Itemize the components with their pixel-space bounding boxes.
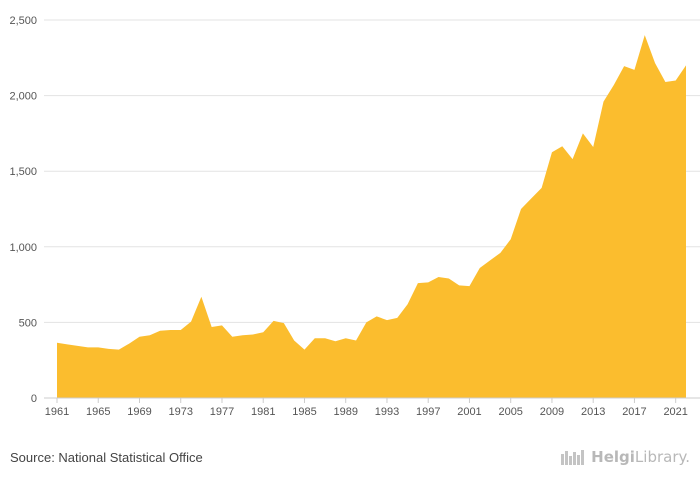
- data-point-1963: [76, 344, 79, 347]
- data-point-2015: [612, 84, 615, 87]
- data-point-2005: [509, 238, 512, 241]
- data-point-1987: [324, 337, 327, 340]
- data-point-1979: [241, 334, 244, 337]
- x-tick-label: 1965: [86, 406, 110, 418]
- data-point-2001: [468, 285, 471, 288]
- data-point-1965: [97, 346, 100, 349]
- area-chart: 0 500 1,000 1,500 2,000 2,500 1961 1965 1969 1973…: [9, 15, 700, 418]
- x-tick-label: 1969: [127, 406, 151, 418]
- data-point-2017: [633, 68, 636, 71]
- data-point-1973: [179, 328, 182, 331]
- y-tick-label: 2,500: [9, 15, 37, 27]
- data-point-1985: [303, 348, 306, 351]
- data-point-2013: [592, 146, 595, 149]
- data-point-2022: [685, 64, 688, 67]
- x-tick-label: 2001: [457, 406, 481, 418]
- data-point-1962: [66, 343, 69, 346]
- data-point-2012: [581, 132, 584, 135]
- data-point-1966: [107, 347, 110, 350]
- data-point-1975: [200, 295, 203, 298]
- data-point-2018: [643, 34, 646, 37]
- data-point-2000: [458, 284, 461, 287]
- data-point-1991: [365, 321, 368, 324]
- data-point-2019: [654, 62, 657, 65]
- data-point-1996: [416, 282, 419, 285]
- data-point-1967: [117, 348, 120, 351]
- data-point-2011: [571, 158, 574, 161]
- data-point-1964: [86, 346, 89, 349]
- y-tick-label: 1,500: [9, 166, 37, 178]
- data-point-1997: [427, 281, 430, 284]
- data-point-1999: [447, 277, 450, 280]
- data-point-1972: [169, 328, 172, 331]
- x-tick-label: 1993: [375, 406, 399, 418]
- data-point-1995: [406, 303, 409, 306]
- area-series: [57, 35, 686, 399]
- x-tick-label: 1997: [416, 406, 440, 418]
- x-tick-label: 2013: [581, 406, 605, 418]
- x-tick-label: 1973: [168, 406, 192, 418]
- data-point-1980: [251, 333, 254, 336]
- brand-name: HelgiLibrary.: [591, 448, 690, 466]
- data-point-2007: [530, 197, 533, 200]
- y-tick-label: 1,000: [9, 242, 37, 254]
- data-point-1983: [282, 322, 285, 325]
- data-point-1970: [148, 334, 151, 337]
- data-point-1974: [190, 320, 193, 323]
- data-point-1994: [396, 316, 399, 319]
- data-point-2002: [478, 266, 481, 269]
- library-icon: [561, 450, 585, 465]
- data-point-1986: [313, 337, 316, 340]
- y-tick-label: 500: [19, 317, 37, 329]
- x-tick-label: 2021: [663, 406, 687, 418]
- data-point-1981: [262, 331, 265, 334]
- data-point-2010: [561, 145, 564, 148]
- chart-footer: Source: National Statistical Office Helg…: [0, 440, 700, 483]
- x-tick-label: 1989: [333, 406, 357, 418]
- source-note: Source: National Statistical Office: [10, 450, 203, 465]
- data-point-1968: [128, 342, 131, 345]
- data-point-2020: [664, 80, 667, 83]
- y-tick-label: 0: [31, 393, 37, 405]
- x-tick-label: 2017: [622, 406, 646, 418]
- x-tick-label: 2009: [540, 406, 564, 418]
- data-point-2014: [602, 100, 605, 103]
- data-point-1992: [375, 315, 378, 318]
- x-tick-label: 1977: [210, 406, 234, 418]
- data-point-2006: [520, 208, 523, 211]
- brand-logo: HelgiLibrary.: [560, 448, 690, 466]
- data-point-1984: [293, 339, 296, 342]
- data-point-1961: [56, 341, 59, 344]
- data-point-1976: [210, 325, 213, 328]
- data-point-2021: [674, 79, 677, 82]
- x-tick-label: 2005: [498, 406, 522, 418]
- data-point-1990: [355, 339, 358, 342]
- data-point-2009: [550, 151, 553, 154]
- data-point-1969: [138, 335, 141, 338]
- x-tick-label: 1961: [45, 406, 69, 418]
- x-tick-label: 1985: [292, 406, 316, 418]
- data-point-1989: [344, 337, 347, 340]
- data-point-2004: [499, 251, 502, 254]
- data-point-2016: [623, 65, 626, 68]
- data-point-2008: [540, 186, 543, 189]
- data-point-1978: [231, 335, 234, 338]
- brand-primary: Helgi: [591, 448, 635, 466]
- x-tick-label: 1981: [251, 406, 275, 418]
- data-point-1993: [385, 319, 388, 322]
- data-point-1998: [437, 276, 440, 279]
- data-point-1982: [272, 319, 275, 322]
- data-point-1971: [159, 329, 162, 332]
- y-tick-label: 2,000: [9, 91, 37, 103]
- data-point-1988: [334, 340, 337, 343]
- brand-secondary: Library.: [634, 448, 690, 466]
- data-point-1977: [220, 324, 223, 327]
- data-point-2003: [489, 259, 492, 262]
